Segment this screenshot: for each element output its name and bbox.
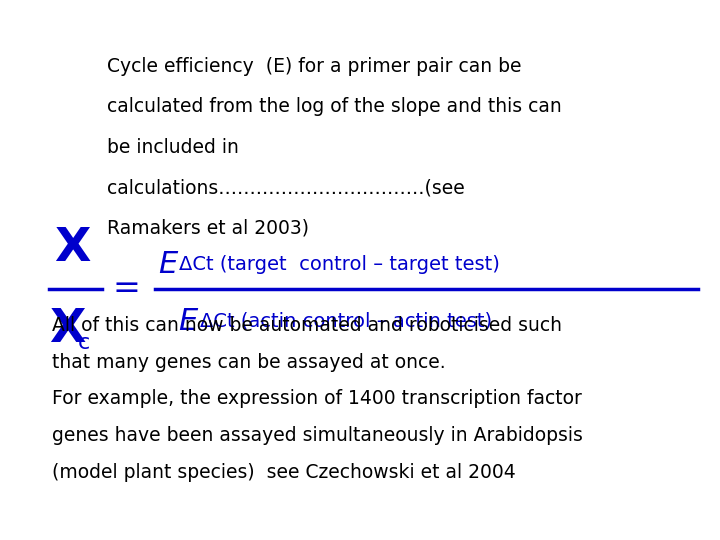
Text: For example, the expression of 1400 transcription factor: For example, the expression of 1400 tran… xyxy=(52,389,582,408)
Text: that many genes can be assayed at once.: that many genes can be assayed at once. xyxy=(52,353,446,372)
Text: X: X xyxy=(54,226,91,271)
Text: calculations……………………………(see: calculations……………………………(see xyxy=(107,178,464,197)
Text: ΔCt (target  control – target test): ΔCt (target control – target test) xyxy=(179,255,500,274)
Text: =: = xyxy=(112,272,140,306)
Text: calculated from the log of the slope and this can: calculated from the log of the slope and… xyxy=(107,97,562,116)
Text: E: E xyxy=(158,250,178,279)
Text: be included in: be included in xyxy=(107,138,238,157)
Text: Cycle efficiency  (E) for a primer pair can be: Cycle efficiency (E) for a primer pair c… xyxy=(107,57,521,76)
Text: X: X xyxy=(49,307,86,352)
Text: c: c xyxy=(78,333,90,353)
Text: All of this can now be automated and roboticised such: All of this can now be automated and rob… xyxy=(52,316,562,335)
Text: (model plant species)  see Czechowski et al 2004: (model plant species) see Czechowski et … xyxy=(52,463,516,482)
Text: Ramakers et al 2003): Ramakers et al 2003) xyxy=(107,219,309,238)
Text: ΔCt (actin control – actin test): ΔCt (actin control – actin test) xyxy=(200,312,492,331)
Text: genes have been assayed simultaneously in Arabidopsis: genes have been assayed simultaneously i… xyxy=(52,426,582,445)
Text: E: E xyxy=(179,307,198,336)
